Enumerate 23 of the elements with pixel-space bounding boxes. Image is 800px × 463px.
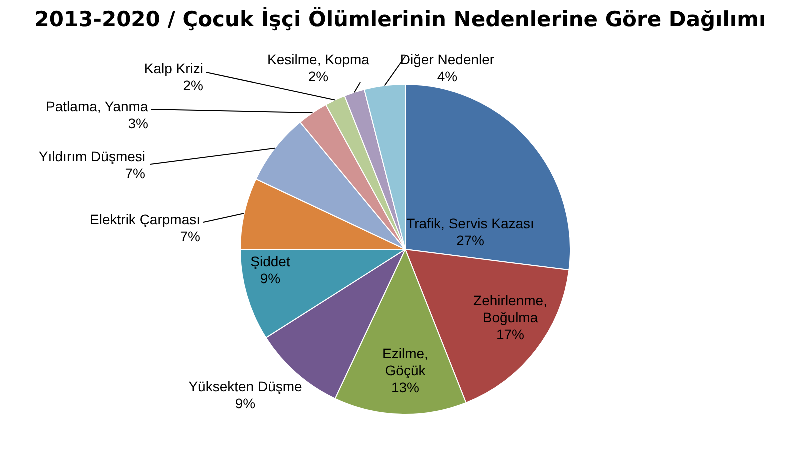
data-label: 2% — [308, 68, 329, 84]
slice-label: Kesilme, Kopma — [268, 52, 370, 68]
data-label: 7% — [125, 166, 146, 182]
slice-label: Trafik, Servis Kazası — [406, 216, 534, 232]
data-label: 9% — [260, 270, 281, 286]
chart-title: 2013-2020 / Çocuk İşçi Ölümlerinin Nedenlerine Göre Dağılımı — [34, 6, 766, 32]
slice-label: Zehirlenme, Boğulma — [474, 292, 548, 326]
data-label: 27% — [456, 232, 485, 248]
data-label: 17% — [496, 326, 525, 342]
slice-label: Patlama, Yanma — [46, 98, 148, 114]
slice-label: Şiddet — [250, 254, 290, 270]
data-label: 3% — [128, 116, 148, 132]
slice-label: Diğer Nedenler — [400, 52, 495, 68]
data-label: 9% — [235, 396, 256, 412]
data-label: 7% — [180, 228, 200, 244]
data-label: 2% — [183, 78, 204, 94]
slice-label: Ezilme, Göçük — [382, 346, 428, 378]
slice-label: Yıldırım Düşmesi — [38, 148, 146, 164]
slice-label: Kalp Krizi — [144, 60, 204, 76]
slice-label: Elektrik Çarpması — [90, 212, 200, 228]
data-label: 4% — [437, 68, 458, 84]
slice-label: Yüksekten Düşme — [188, 378, 303, 394]
data-label: 13% — [391, 380, 420, 396]
